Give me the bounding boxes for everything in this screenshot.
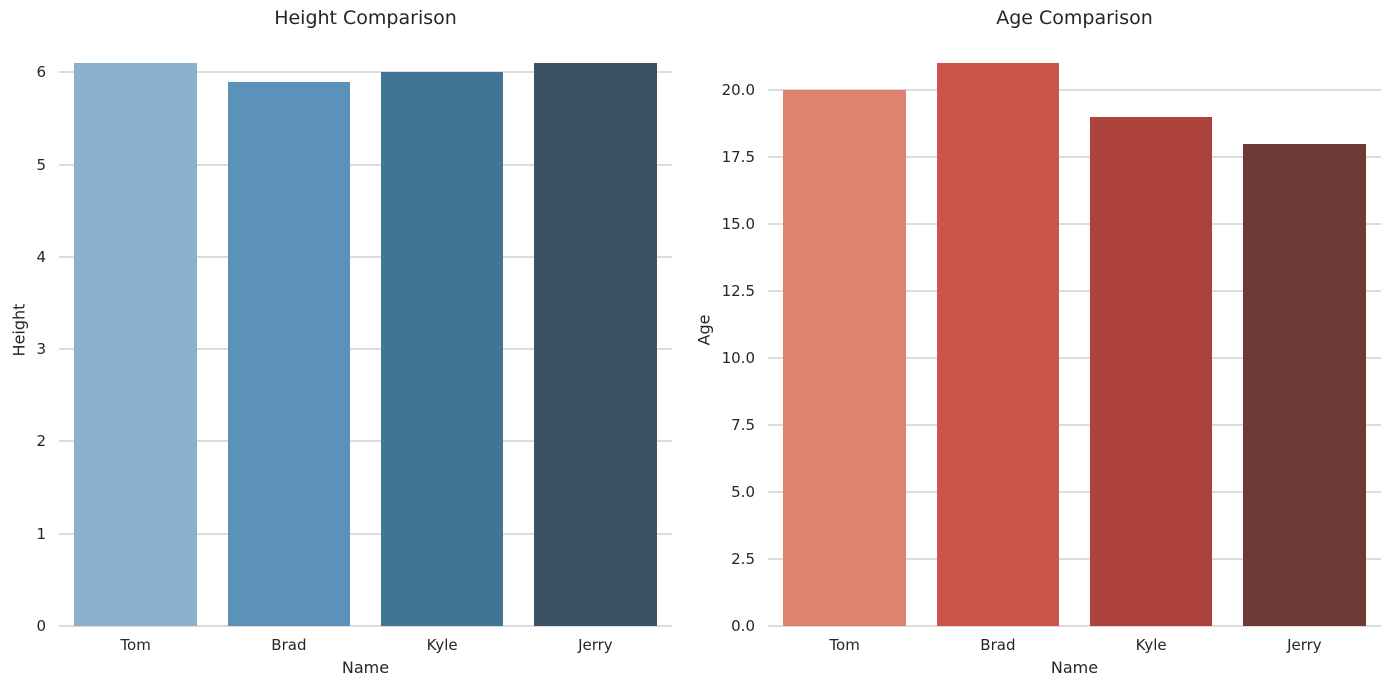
gridline xyxy=(768,557,1381,560)
y-tick-label: 0 xyxy=(36,617,46,635)
y-tick-label: 0.0 xyxy=(731,617,755,635)
gridline xyxy=(768,88,1381,91)
plot-area xyxy=(768,35,1381,627)
age-bar-kyle xyxy=(1089,116,1213,626)
age-bar-brad xyxy=(936,63,1060,626)
y-tick-label: 15.0 xyxy=(721,214,755,233)
x-tick-label: Kyle xyxy=(426,636,458,654)
x-axis-label: Name xyxy=(1050,658,1099,677)
y-tick-label: 2.5 xyxy=(731,549,755,568)
y-tick-label: 3 xyxy=(36,340,46,359)
x-tick-label: Brad xyxy=(271,636,307,654)
y-tick-label: 2 xyxy=(36,432,46,451)
y-tick-label: 20.0 xyxy=(721,80,755,99)
plot-area xyxy=(59,35,672,627)
gridline xyxy=(768,222,1381,225)
gridline xyxy=(768,356,1381,359)
gridline xyxy=(59,71,672,74)
gridline xyxy=(59,440,672,443)
x-tick-label: Kyle xyxy=(1135,636,1167,654)
age-bar-tom xyxy=(783,89,906,626)
x-tick-label: Tom xyxy=(829,636,860,654)
gridline xyxy=(768,625,1381,627)
y-tick-label: 17.5 xyxy=(721,147,755,166)
y-tick-label: 1 xyxy=(36,524,46,543)
y-tick-label: 5.0 xyxy=(731,482,755,501)
y-tick-label: 6 xyxy=(36,63,46,82)
y-tick-label: 5 xyxy=(36,155,46,174)
x-tick-label: Brad xyxy=(980,636,1016,654)
y-tick-label: 12.5 xyxy=(721,281,755,300)
height-bar-kyle xyxy=(380,72,504,626)
x-tick-label: Tom xyxy=(120,636,151,654)
height-bar-brad xyxy=(227,81,351,626)
gridline xyxy=(59,532,672,535)
gridline xyxy=(59,163,672,166)
gridline xyxy=(59,255,672,258)
height-bar-jerry xyxy=(534,63,657,626)
age-bar-jerry xyxy=(1243,143,1366,626)
x-axis-label: Name xyxy=(341,658,390,677)
gridline xyxy=(768,289,1381,292)
y-axis-label: Age xyxy=(694,314,714,346)
height-bar-tom xyxy=(74,63,197,626)
gridline xyxy=(59,625,672,627)
gridline xyxy=(768,490,1381,493)
gridline xyxy=(59,348,672,351)
x-tick-label: Jerry xyxy=(578,636,613,654)
gridline xyxy=(768,155,1381,158)
x-tick-label: Jerry xyxy=(1287,636,1322,654)
chart-title: Height Comparison xyxy=(274,7,457,29)
y-tick-label: 4 xyxy=(36,247,46,266)
chart-title: Age Comparison xyxy=(996,7,1153,29)
y-tick-label: 7.5 xyxy=(731,415,755,434)
y-tick-label: 10.0 xyxy=(721,348,755,367)
gridline xyxy=(768,423,1381,426)
